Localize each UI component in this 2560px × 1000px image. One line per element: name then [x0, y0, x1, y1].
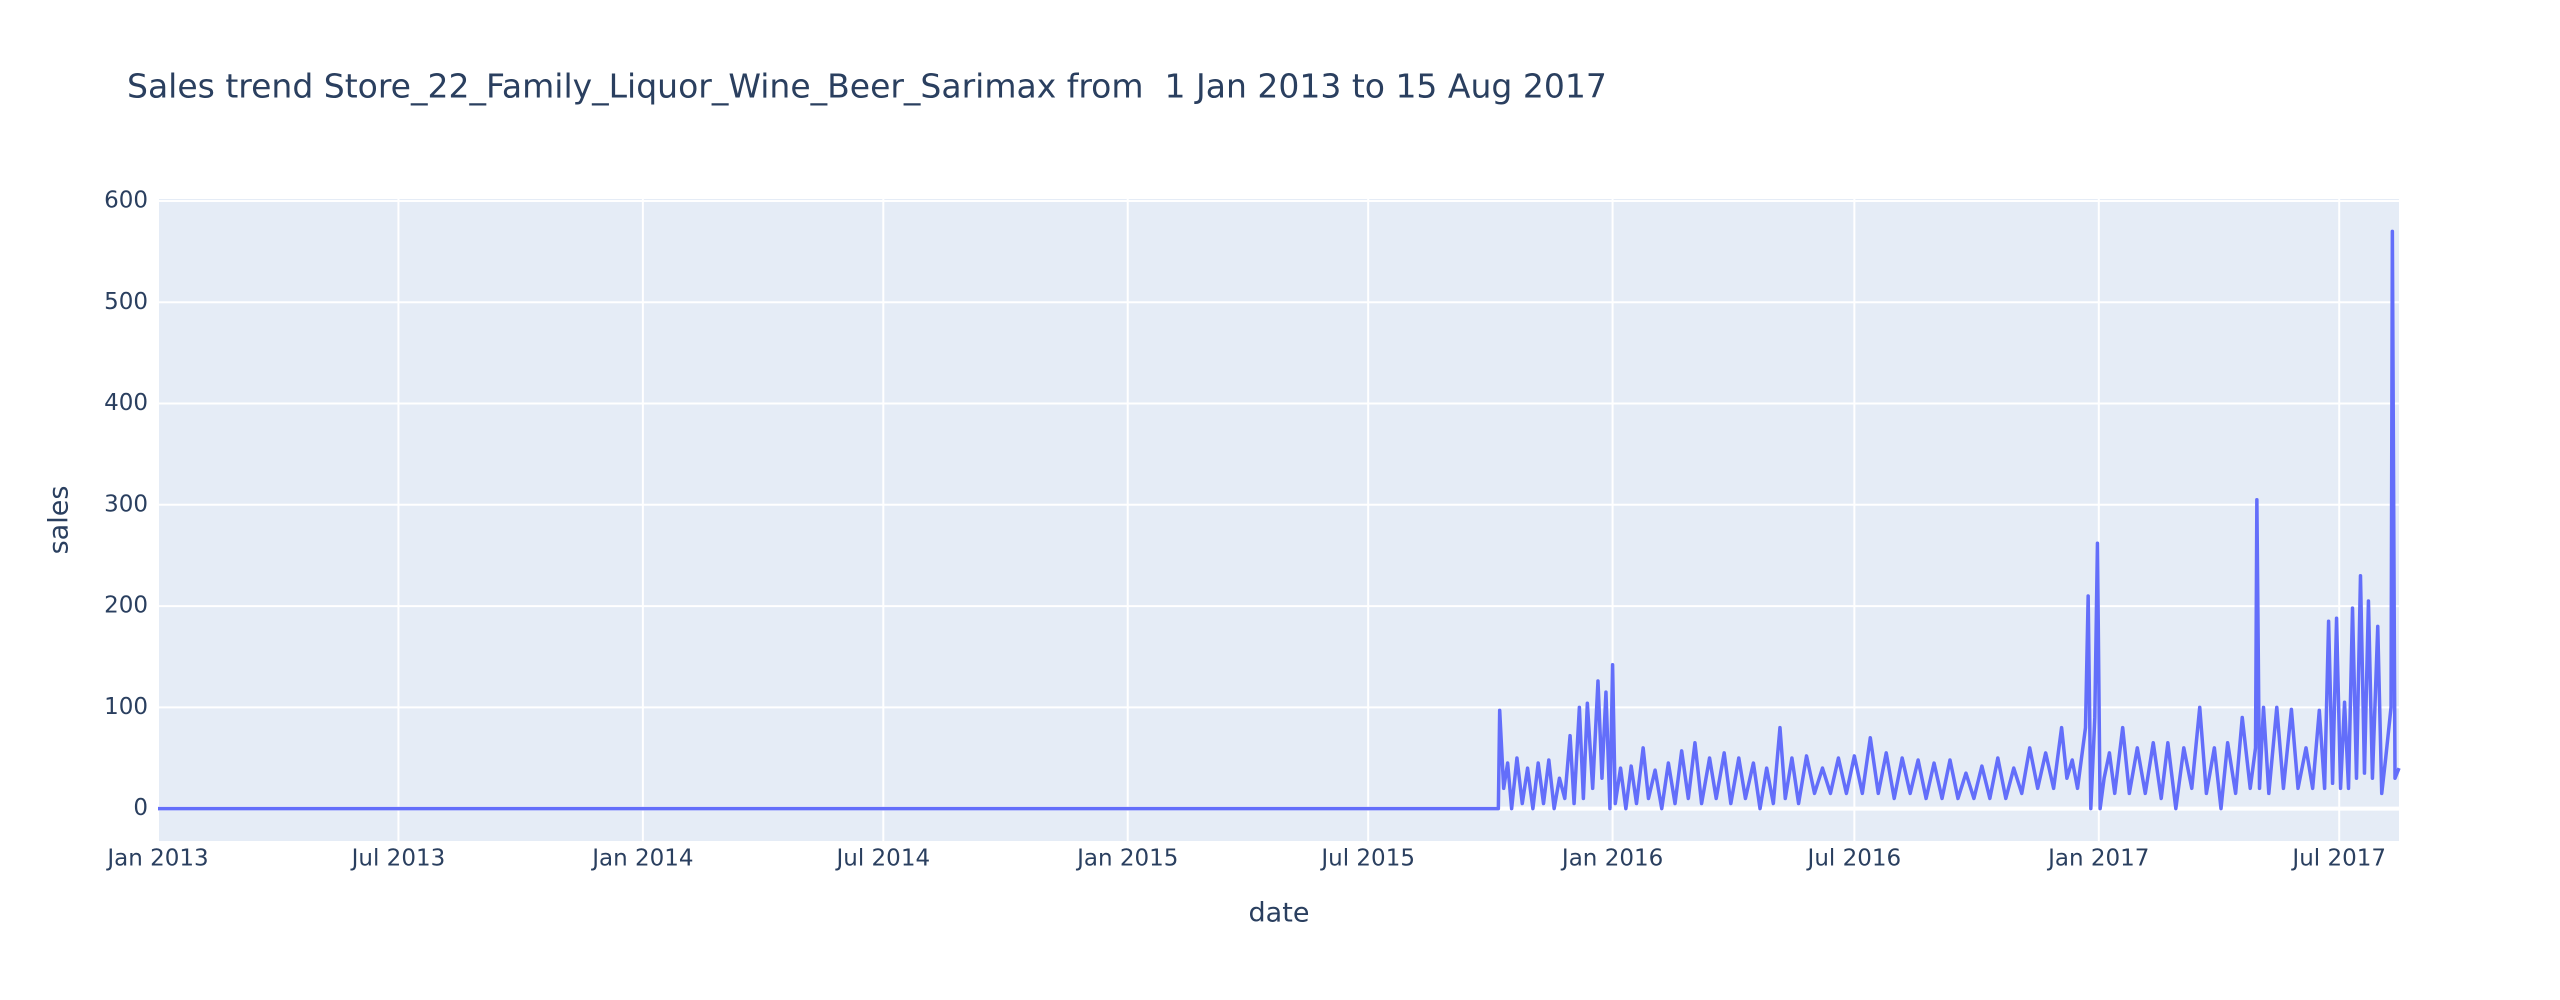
y-tick-label: 400: [104, 390, 148, 416]
y-tick-label: 600: [104, 188, 148, 214]
x-tick-label: Jan 2013: [105, 846, 208, 872]
x-tick-label: Jan 2014: [590, 846, 693, 872]
y-tick-label: 100: [104, 694, 148, 720]
y-axis-title: sales: [44, 486, 75, 555]
x-axis-title: date: [1249, 898, 1310, 929]
x-tick-label: Jan 2015: [1075, 846, 1178, 872]
x-tick-label: Jan 2017: [2046, 846, 2149, 872]
chart-title: Sales trend Store_22_Family_Liquor_Wine_…: [127, 67, 1607, 106]
data-line: [158, 229, 2401, 811]
plot-background: [158, 199, 2399, 841]
y-tick-label: 200: [104, 593, 148, 619]
y-tick-label: 0: [133, 795, 148, 821]
x-tick-label: Jul 2016: [1806, 846, 1902, 872]
x-tick-label: Jul 2015: [1319, 846, 1415, 872]
x-tick-label: Jan 2016: [1560, 846, 1663, 872]
y-tick-label: 500: [104, 289, 148, 315]
x-tick-label: Jul 2017: [2290, 846, 2386, 872]
x-tick-label: Jul 2013: [350, 846, 446, 872]
y-tick-label: 300: [104, 491, 148, 517]
x-tick-label: Jul 2014: [834, 846, 930, 872]
